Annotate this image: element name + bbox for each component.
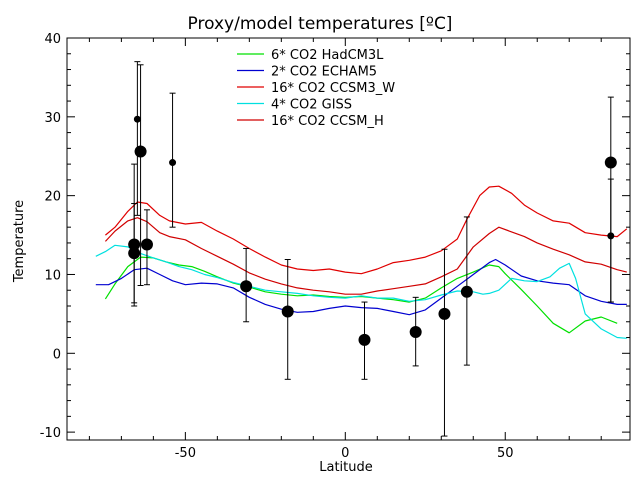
proxy-point xyxy=(134,145,147,158)
proxy-point xyxy=(604,156,617,169)
y-tick-label: 30 xyxy=(44,111,61,126)
legend-label-2: 2* CO2 ECHAM5 xyxy=(271,65,377,80)
legend-label-4: 4* CO2 GISS xyxy=(271,98,352,113)
x-tick-label: 50 xyxy=(497,446,514,461)
y-tick-label: -10 xyxy=(40,426,61,441)
x-axis-label: Latitude xyxy=(319,460,373,475)
proxy-point xyxy=(607,232,615,240)
x-tick-label: -50 xyxy=(175,446,196,461)
series-line-1 xyxy=(104,256,618,334)
proxy-point xyxy=(240,280,253,293)
proxy-point xyxy=(133,115,141,123)
proxy-point xyxy=(409,326,422,339)
proxy-point xyxy=(281,305,294,318)
x-tick-label: 0 xyxy=(341,446,349,461)
proxy-point xyxy=(358,333,371,346)
y-tick-label: 40 xyxy=(44,32,61,47)
y-axis-label: Temperature xyxy=(12,200,27,283)
legend-label-3: 16* CO2 CCSM3_W xyxy=(271,81,395,96)
legend-label-5: 16* CO2 CCSM_H xyxy=(271,114,384,129)
proxy-point xyxy=(140,238,153,251)
series-line-4 xyxy=(95,244,627,339)
proxy-layer xyxy=(128,61,617,437)
proxy-point xyxy=(460,285,473,298)
axes-layer: -10 0 10 20 30 40 -50 0 50 xyxy=(40,32,631,461)
chart-title: Proxy/model temperatures [ºC] xyxy=(188,14,453,34)
plot-frame xyxy=(66,37,631,441)
series-layer xyxy=(95,185,628,339)
series-line-3 xyxy=(105,185,628,275)
proxy-point xyxy=(128,238,141,251)
y-tick-label: 10 xyxy=(44,268,61,283)
proxy-point xyxy=(438,307,451,320)
proxy-point xyxy=(169,159,177,167)
legend-label-1: 6* CO2 HadCM3L xyxy=(271,48,384,63)
series-line-2 xyxy=(95,258,627,316)
y-tick-label: 0 xyxy=(53,347,61,362)
series-line-5 xyxy=(104,217,627,295)
y-tick-label: 20 xyxy=(44,190,61,205)
